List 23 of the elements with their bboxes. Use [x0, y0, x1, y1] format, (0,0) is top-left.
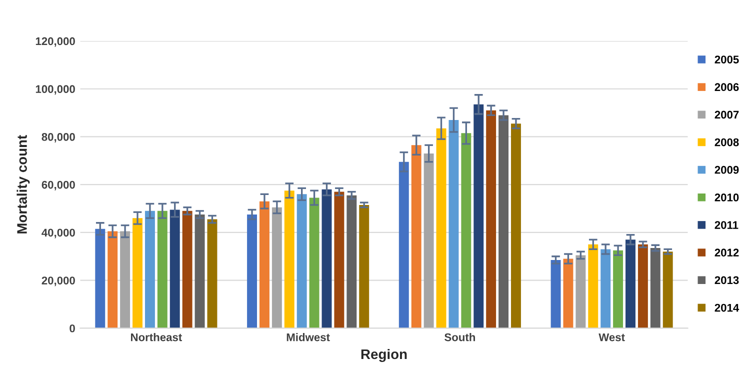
legend-label: 2013 [714, 276, 739, 284]
legend-label: 2007 [714, 110, 739, 119]
y-tick-label: 20,000 [42, 276, 75, 286]
x-tick-label: West [598, 333, 625, 342]
x-axis-title: Region [361, 348, 407, 362]
x-tick-label: Northeast [131, 333, 182, 342]
y-tick-label: 0 [70, 324, 75, 332]
y-tick-label: 120,000 [36, 37, 75, 47]
y-axis-title: Mortality count [16, 134, 30, 234]
legend-label: 2006 [714, 83, 739, 92]
y-tick-label: 60,000 [42, 180, 75, 190]
x-tick-label: South [444, 333, 475, 342]
legend-label: 2005 [714, 56, 739, 64]
x-tick-label: Midwest [286, 333, 330, 342]
y-tick-label: 40,000 [42, 228, 75, 238]
legend-label: 2011 [714, 221, 738, 229]
legend-label: 2014 [714, 304, 740, 312]
legend-label: 2010 [714, 194, 739, 202]
legend-label: 2008 [714, 138, 739, 146]
legend-label: 2009 [714, 166, 739, 174]
legend-label: 2012 [714, 248, 739, 257]
y-tick-label: 80,000 [42, 133, 75, 142]
y-tick-label: 100,000 [36, 85, 75, 95]
